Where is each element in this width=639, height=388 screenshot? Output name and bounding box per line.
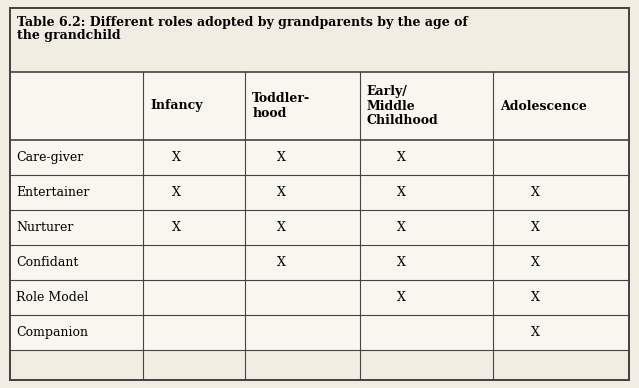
- Text: X: X: [172, 151, 181, 164]
- Text: X: X: [277, 186, 286, 199]
- Text: X: X: [172, 186, 181, 199]
- Text: Table 6.2: Different roles adopted by grandparents by the age of: Table 6.2: Different roles adopted by gr…: [17, 16, 468, 29]
- Bar: [10, 280, 629, 315]
- Text: X: X: [277, 221, 286, 234]
- Bar: [10, 8, 629, 72]
- Text: X: X: [277, 151, 286, 164]
- Text: X: X: [531, 221, 540, 234]
- Text: X: X: [172, 221, 181, 234]
- Text: Confidant: Confidant: [16, 256, 79, 269]
- Text: Nurturer: Nurturer: [16, 221, 73, 234]
- Text: X: X: [531, 186, 540, 199]
- Text: Toddler-
hood: Toddler- hood: [252, 92, 311, 120]
- Text: Companion: Companion: [16, 326, 88, 339]
- Text: X: X: [397, 151, 406, 164]
- Text: X: X: [397, 186, 406, 199]
- Bar: [10, 245, 629, 280]
- Bar: [10, 210, 629, 245]
- Text: Infancy: Infancy: [150, 99, 203, 113]
- Text: X: X: [531, 256, 540, 269]
- Bar: [10, 140, 629, 175]
- Text: Care-giver: Care-giver: [16, 151, 83, 164]
- Text: Early/
Middle
Childhood: Early/ Middle Childhood: [367, 85, 438, 128]
- Text: Entertainer: Entertainer: [16, 186, 89, 199]
- Text: Adolescence: Adolescence: [500, 99, 587, 113]
- Bar: [10, 72, 629, 140]
- Text: Role Model: Role Model: [16, 291, 88, 304]
- Text: X: X: [531, 291, 540, 304]
- Text: X: X: [277, 256, 286, 269]
- Text: the grandchild: the grandchild: [17, 29, 121, 42]
- Text: X: X: [397, 291, 406, 304]
- Text: X: X: [531, 326, 540, 339]
- Bar: [10, 175, 629, 210]
- Text: X: X: [397, 256, 406, 269]
- Bar: [10, 315, 629, 350]
- Text: X: X: [397, 221, 406, 234]
